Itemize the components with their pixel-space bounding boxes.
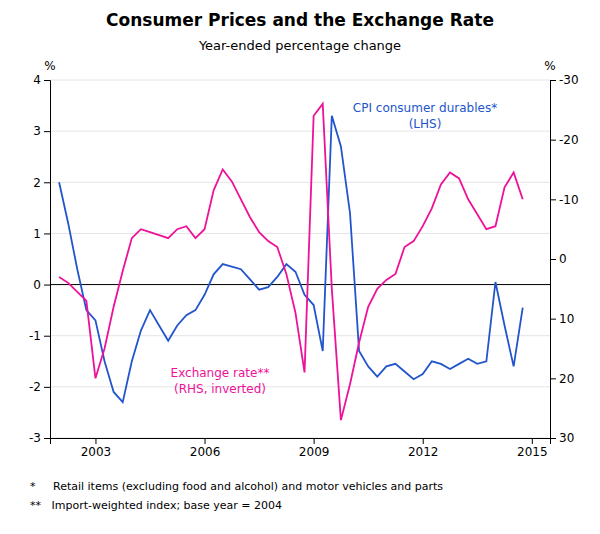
- x-axis-tick-label: 2012: [408, 445, 439, 459]
- y-axis-tick-label: -2: [29, 380, 41, 394]
- y-axis-tick: 4: [33, 73, 50, 87]
- grid-line: [50, 80, 550, 81]
- grid-line: [50, 182, 550, 183]
- y-axis-tick-label: 3: [33, 124, 41, 138]
- y2-axis-tick-label: -30: [559, 73, 579, 87]
- x-axis-tick: 2009: [299, 438, 330, 459]
- y2-axis: 30 20 10 0 -10 -20 -30: [550, 73, 579, 445]
- y2-axis-tick-mark: [550, 438, 556, 439]
- y2-axis-tick: 30: [550, 431, 574, 445]
- y-axis-tick: 3: [33, 124, 50, 138]
- grid-line: [50, 335, 550, 336]
- y2-axis-tick: 10: [550, 312, 574, 326]
- series-line: [59, 104, 523, 420]
- x-axis-line: [51, 439, 551, 445]
- x-axis-tick-mark: [423, 438, 424, 444]
- y-axis-tick: -2: [29, 380, 50, 394]
- y-axis-line: [44, 81, 51, 439]
- y2-axis-tick-mark: [550, 378, 556, 379]
- y-axis-tick-mark: [44, 387, 50, 388]
- x-axis-tick-label: 2006: [190, 445, 221, 459]
- y2-axis-tick-mark: [550, 199, 556, 200]
- y-axis-tick: -1: [29, 329, 50, 343]
- y2-axis-tick-label: -20: [559, 133, 579, 147]
- y-axis-tick-label: 1: [33, 227, 41, 241]
- y-axis: -3 -2 -1 0 1 2 3 4: [29, 73, 50, 445]
- title: Consumer Prices and the Exchange Rate: [106, 10, 494, 30]
- y-axis-tick-mark: [44, 80, 50, 81]
- x-axis: 2003 2006 2009 2012 2015: [51, 438, 551, 459]
- y-axis-tick-label: -3: [29, 431, 41, 445]
- y2-axis-tick-label: 30: [559, 431, 574, 445]
- y-axis-tick-mark: [44, 336, 50, 337]
- series-line: [59, 116, 523, 402]
- y2-axis-tick: -20: [550, 133, 579, 147]
- y2-axis-label: %: [544, 59, 555, 73]
- x-axis-tick-mark: [532, 438, 533, 444]
- grid-line: [50, 131, 550, 132]
- y-axis-tick: 2: [33, 176, 50, 190]
- x-axis-tick: 2012: [408, 438, 439, 459]
- y-axis-tick-label: 2: [33, 176, 41, 190]
- grid: [50, 80, 550, 438]
- y2-axis-tick-label: -10: [559, 193, 579, 207]
- y-axis-tick-mark: [44, 285, 50, 286]
- chart: Consumer Prices and the Exchange Rate Yea…: [0, 0, 600, 534]
- y2-axis-tick-label: 20: [559, 372, 574, 386]
- y2-axis-tick-mark: [550, 319, 556, 320]
- x-axis-tick-mark: [314, 438, 315, 444]
- y2-axis-tick: 20: [550, 372, 574, 386]
- x-axis-tick-mark: [95, 438, 96, 444]
- x-axis-tick-label: 2003: [81, 445, 112, 459]
- y2-axis-tick-mark: [550, 140, 556, 141]
- grid-line: [50, 233, 550, 234]
- y2-axis-tick: -30: [550, 73, 579, 87]
- y2-axis-tick-label: 0: [559, 252, 567, 266]
- y2-axis-tick: 0: [550, 252, 567, 266]
- x-axis-tick: 2015: [517, 438, 548, 459]
- footnote: ** Import-weighted index; base year = 20…: [30, 499, 282, 512]
- footnote: * Retail items (excluding food and alcoh…: [30, 480, 443, 493]
- y-axis-tick: 1: [33, 227, 50, 241]
- y-axis-tick: 0: [33, 278, 50, 292]
- annotation: Exchange rate**(RHS, inverted): [171, 366, 270, 396]
- y-axis-tick-mark: [44, 182, 50, 183]
- grid-line: [50, 386, 550, 387]
- y2-axis-tick-label: 10: [559, 312, 574, 326]
- y2-axis-tick-mark: [550, 259, 556, 260]
- y-axis-tick-mark: [44, 438, 50, 439]
- y2-axis-tick-mark: [550, 80, 556, 81]
- x-axis-tick: 2003: [81, 438, 112, 459]
- x-axis-tick-label: 2015: [517, 445, 548, 459]
- y-axis-tick-mark: [44, 233, 50, 234]
- y2-axis-line: [551, 81, 557, 439]
- x-axis-tick-label: 2009: [299, 445, 330, 459]
- y2-axis-tick: -10: [550, 193, 579, 207]
- y-axis-tick-label: 0: [33, 278, 41, 292]
- y-axis-tick-label: -1: [29, 329, 41, 343]
- annotation: CPI consumer durables*(LHS): [353, 101, 497, 131]
- x-axis-tick: 2006: [190, 438, 221, 459]
- x-axis-tick-mark: [205, 438, 206, 444]
- plot-area: [59, 104, 523, 420]
- y-axis-tick-label: 4: [33, 73, 41, 87]
- y-axis-label: %: [44, 59, 55, 73]
- subtitle: Year-ended percentage change: [198, 38, 401, 53]
- y-axis-tick: -3: [29, 431, 50, 445]
- y-axis-tick-mark: [44, 131, 50, 132]
